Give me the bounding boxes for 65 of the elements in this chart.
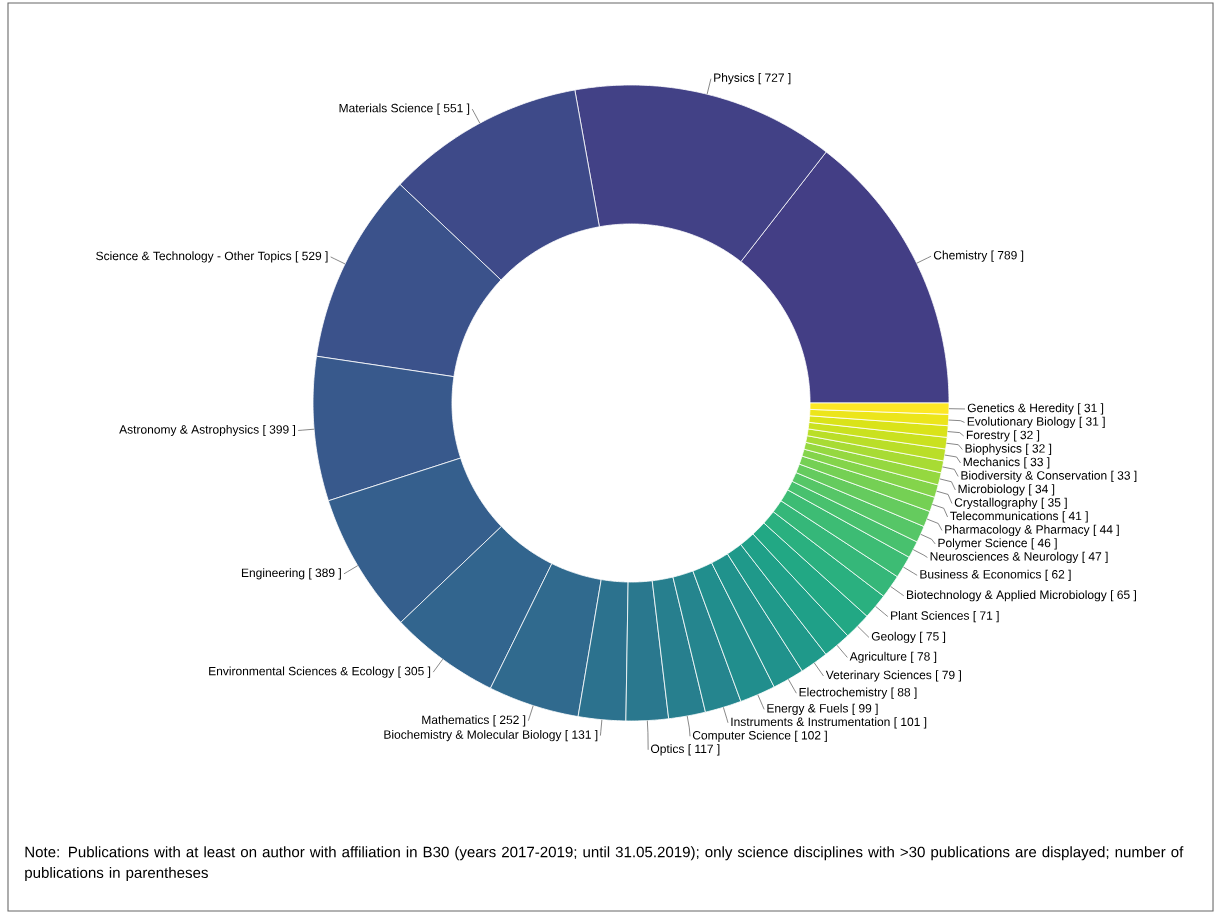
data-label: [ 32 ] <box>1026 443 1052 456</box>
data-label: [ 31 ] <box>1078 403 1104 415</box>
slice-label: Optics <box>650 744 684 756</box>
slice-label: Telecommunications <box>950 511 1059 521</box>
data-label: [ 41 ] <box>1062 511 1088 523</box>
slice-label: Mathematics <box>422 715 489 725</box>
slice-label: Biodiversity & Conservation <box>961 470 1107 483</box>
slice-label: Biophysics <box>965 443 1022 456</box>
slice-label: Materials Science <box>339 103 433 113</box>
slice-label: Science & Technology - Other Topics <box>96 251 292 263</box>
slice-label: Polymer Science <box>938 538 1027 550</box>
data-label: [ 62 ] <box>1045 569 1071 581</box>
data-label: [ 305 ] <box>398 666 431 678</box>
data-label: [ 117 ] <box>688 744 720 756</box>
slice-label: Crystallography <box>954 497 1038 510</box>
data-label: [ 65 ] <box>1111 590 1136 602</box>
data-label: [ 71 ] <box>973 610 999 623</box>
data-label: [ 35 ] <box>1041 497 1067 510</box>
slice-label: Physics <box>714 73 755 85</box>
slice-label: Energy & Fuels <box>767 703 848 715</box>
data-label: [ 33 ] <box>1111 470 1137 483</box>
slice-label: Engineering <box>241 568 305 580</box>
data-label: [ 529 ] <box>295 251 328 263</box>
data-label: [ 47 ] <box>1082 551 1108 564</box>
data-label: [ 789 ] <box>991 250 1024 262</box>
slice-label: Pharmacology & Pharmacy <box>945 524 1090 537</box>
data-label: [ 32 ] <box>1014 430 1040 442</box>
data-label: [ 101 ] <box>894 717 927 729</box>
data-label: [ 399 ] <box>263 424 296 437</box>
slice-label: Neurosciences & Neurology <box>930 551 1079 564</box>
slice-label: Mechanics <box>963 457 1020 467</box>
slice-label: Biotechnology & Applied Microbiology <box>907 590 1107 602</box>
data-label: [ 33 ] <box>1024 457 1050 469</box>
slice-label: Evolutionary Biology <box>967 416 1076 429</box>
text: Note: Publications with at least on author with affiliation in B30 (years 2017-2019; until 31.05.2019); only science disciplines with >30 publications are displayed; number of publications in parentheses <box>25 846 1184 881</box>
data-label: [ 46 ] <box>1031 538 1057 550</box>
slice-label: Computer Science <box>692 730 791 742</box>
slice-label: Environmental Sciences & Ecology <box>209 666 395 678</box>
slice-label: Instruments & Instrumentation <box>731 717 890 727</box>
data-label: [ 78 ] <box>911 651 937 664</box>
data-label: [ 34 ] <box>1029 484 1055 496</box>
slice-label: Veterinary Sciences <box>825 670 932 682</box>
data-label: [ 88 ] <box>891 687 917 699</box>
slice-label: Geology <box>871 631 916 643</box>
slice-label: Chemistry <box>933 250 988 262</box>
slice-label: Forestry <box>966 430 1010 442</box>
data-label: [ 75 ] <box>920 631 946 643</box>
data-label: [ 252 ] <box>493 715 526 727</box>
data-label: [ 551 ] <box>437 103 470 115</box>
data-label: [ 31 ] <box>1079 416 1105 429</box>
data-label: [ 99 ] <box>852 703 878 715</box>
data-label: [ 389 ] <box>309 568 341 580</box>
slice-label: Business & Economics <box>920 569 1041 579</box>
slice-label: Astronomy & Astrophysics <box>119 424 259 437</box>
data-label: [ 79 ] <box>935 670 961 682</box>
data-label: [ 44 ] <box>1093 524 1119 537</box>
slice-label: Microbiology <box>958 484 1025 496</box>
slice-label: Agriculture <box>849 651 907 664</box>
slice-label: Biochemistry & Molecular Biology <box>384 730 562 742</box>
data-label: [ 131 ] <box>565 730 598 742</box>
slice-label: Plant Sciences <box>891 610 969 620</box>
slice-label: Electrochemistry <box>799 687 888 699</box>
data-label: [ 102 ] <box>795 730 827 742</box>
slice-label: Genetics & Heredity <box>967 403 1074 415</box>
data-label: [ 727 ] <box>758 73 791 85</box>
